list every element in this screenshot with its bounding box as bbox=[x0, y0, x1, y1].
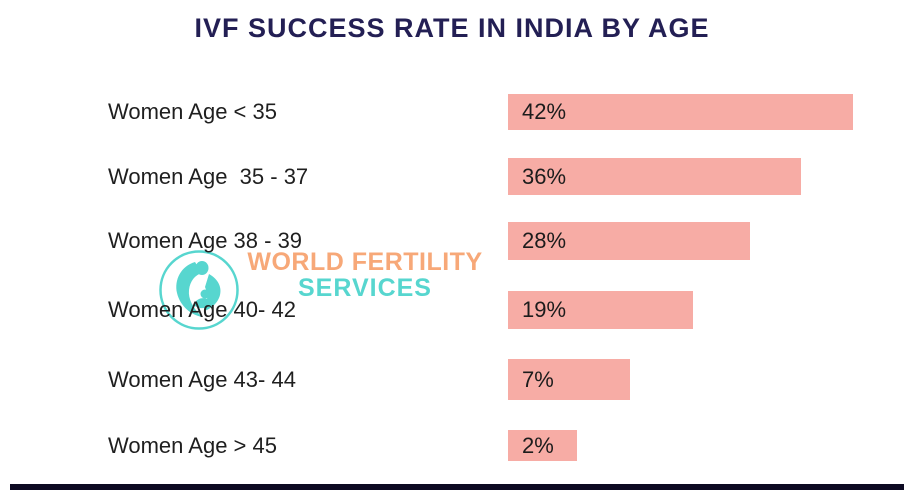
watermark-line2: SERVICES bbox=[298, 274, 432, 302]
category-label: Women Age < 35 bbox=[108, 99, 277, 124]
bar-36pct: 36% bbox=[508, 158, 801, 195]
footer-accent-bar bbox=[10, 484, 904, 490]
category-label: Women Age 35 - 37 bbox=[108, 163, 309, 189]
bar-value-label: 42% bbox=[522, 99, 567, 124]
bar-value-label: 2% bbox=[522, 432, 554, 458]
category-label: Women Age 43- 44 bbox=[108, 366, 296, 392]
chart-title: IVF SUCCESS RATE IN INDIA BY AGE bbox=[194, 13, 710, 43]
watermark-line1: WORLD FERTILITY bbox=[247, 248, 483, 276]
bar-value-label: 19% bbox=[522, 297, 567, 322]
world-fertility-logo bbox=[158, 249, 240, 331]
mother-and-baby-icon bbox=[159, 250, 239, 330]
category-label: Women Age > 45 bbox=[108, 432, 277, 458]
bar-28pct: 28% bbox=[508, 222, 750, 260]
bar-value-label: 36% bbox=[522, 163, 567, 189]
bar-value-label: 28% bbox=[522, 228, 567, 253]
category-label: Women Age 40- 42 bbox=[108, 297, 296, 322]
watermark-text: WORLD FERTILITY SERVICES bbox=[238, 249, 492, 301]
bar-2pct: 2% bbox=[508, 430, 577, 461]
bar-value-label: 7% bbox=[522, 366, 554, 392]
bar-7pct: 7% bbox=[508, 359, 630, 400]
bar-19pct: 19% bbox=[508, 291, 693, 329]
category-label: Women Age 38 - 39 bbox=[108, 228, 303, 253]
bar-42pct: 42% bbox=[508, 94, 853, 130]
